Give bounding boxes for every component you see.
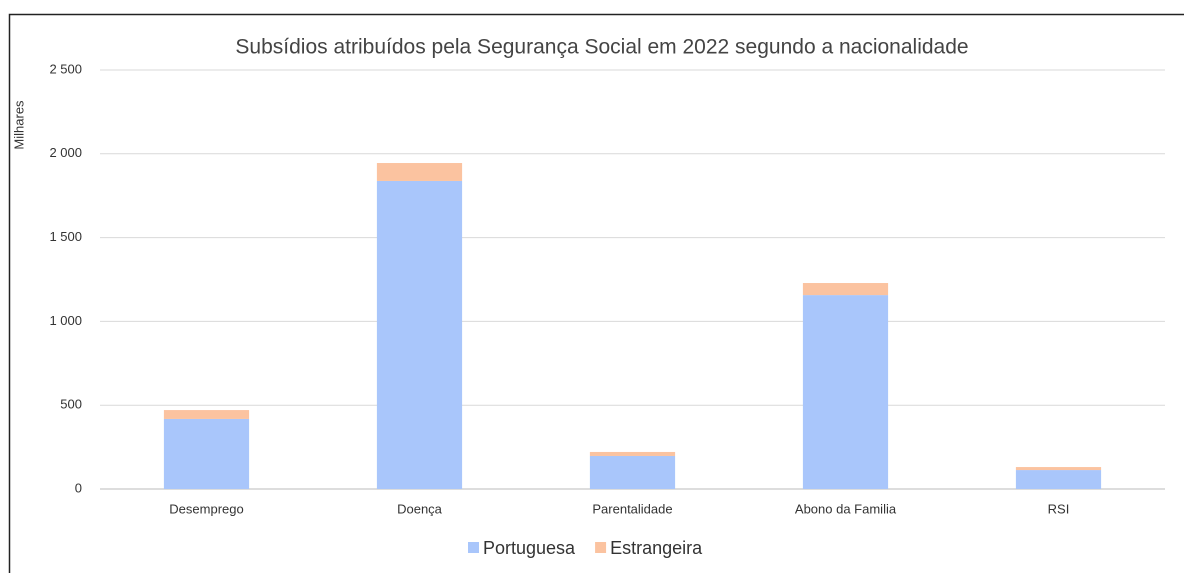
x-tick-label: Abono da Familia <box>795 501 897 516</box>
legend-swatch <box>595 542 607 553</box>
y-tick-label: 1 500 <box>49 229 82 244</box>
bar-segment <box>163 418 250 489</box>
x-tick-label: Desemprego <box>169 501 243 516</box>
chart-title: Subsídios atribuídos pela Segurança Soci… <box>235 36 968 59</box>
legend-swatch <box>468 542 479 553</box>
y-tick-label: 1 000 <box>49 313 82 328</box>
bar-segment <box>163 410 250 419</box>
bar-segment <box>376 180 463 489</box>
bar-segment <box>589 451 676 456</box>
bar-segment <box>802 283 889 296</box>
bar-segment <box>376 163 463 181</box>
bar-segment <box>589 455 676 489</box>
legend-label: Estrangeira <box>610 538 703 558</box>
y-tick-label: 2 500 <box>49 61 82 76</box>
y-tick-label: 0 <box>75 480 82 495</box>
y-tick-label: 2 000 <box>49 145 82 160</box>
x-tick-label: RSI <box>1048 501 1070 516</box>
legend-label: Portuguesa <box>483 538 576 558</box>
y-tick-label: 500 <box>60 397 82 412</box>
bar-segment <box>1015 467 1102 471</box>
x-tick-label: Parentalidade <box>592 501 672 516</box>
bar-segment <box>802 295 889 489</box>
bar-segment <box>1015 470 1102 489</box>
y-axis-title: Milhares <box>11 100 26 150</box>
x-tick-label: Doença <box>397 501 443 516</box>
